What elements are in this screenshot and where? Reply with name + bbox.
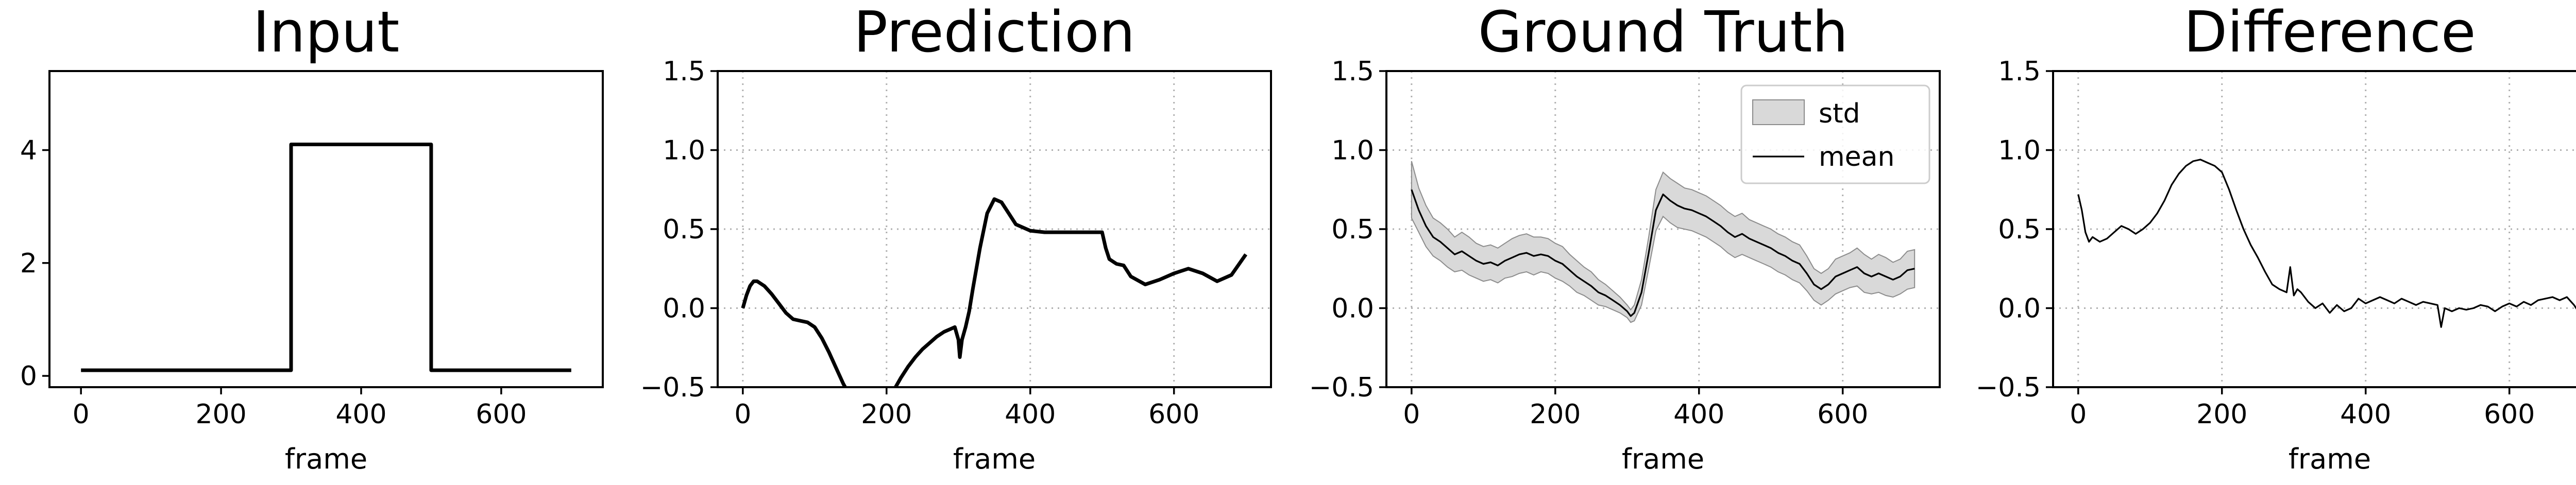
mean-line	[1411, 189, 1915, 317]
x-tick-label: 600	[476, 399, 527, 430]
panel-title: Ground Truth	[1478, 0, 1848, 65]
legend-label-std: std	[1819, 98, 1860, 129]
x-tick-label: 400	[1005, 399, 1056, 430]
series-line	[81, 143, 571, 372]
panel-ground-truth: Ground Truth frame 0 200 400 600 −0.5 0.0 0.5 1…	[1309, 0, 1941, 475]
panel-difference: Difference frame 0 200 400 600 −0.5 0.0 0.5 1.0…	[1976, 0, 2576, 475]
x-axis-label: frame	[2289, 443, 2371, 475]
x-tick-label: 0	[2070, 399, 2087, 430]
y-tick-label: −0.5	[1976, 372, 2041, 403]
y-tick-label: 1.0	[1331, 135, 1374, 166]
y-tick-label: 2	[20, 248, 37, 279]
y-tick-label: 1.5	[663, 56, 705, 87]
series-line	[741, 197, 1248, 387]
x-tick-label: 200	[861, 399, 912, 430]
x-tick-label: 400	[1673, 399, 1724, 430]
panel-title: Difference	[2183, 0, 2476, 65]
y-tick-label: 0.0	[663, 293, 705, 324]
plot-area	[741, 197, 1248, 387]
x-tick-label: 200	[2196, 399, 2247, 430]
y-tick-label: −0.5	[640, 372, 705, 403]
y-tick-label: 0.5	[1331, 214, 1374, 245]
x-axis-label: frame	[953, 443, 1036, 475]
panel-title: Input	[253, 0, 400, 65]
plot-area	[1411, 161, 1916, 323]
plot-area	[2077, 159, 2576, 328]
y-tick-label: 0.0	[1998, 293, 2041, 324]
y-tick-label: 0.0	[1331, 293, 1374, 324]
legend-swatch-std	[1752, 99, 1805, 125]
x-axis-label: frame	[1622, 443, 1704, 475]
x-tick-label: 600	[2484, 399, 2535, 430]
y-tick-label: −0.5	[1309, 372, 1374, 403]
x-tick-label: 600	[1148, 399, 1199, 430]
y-tick-label: 1.0	[663, 135, 705, 166]
axes-frame	[48, 70, 604, 388]
x-tick-label: 600	[1817, 399, 1868, 430]
y-tick-label: 1.5	[1331, 56, 1374, 87]
panel-title: Prediction	[854, 0, 1135, 65]
x-tick-label: 0	[734, 399, 751, 430]
y-tick-label: 0.5	[663, 214, 705, 245]
panel-prediction: Prediction frame 0 200 400 600 −0.5 0.0 0.5 1.0…	[640, 0, 1272, 475]
std-band	[1411, 161, 1916, 323]
y-tick-label: 1.0	[1998, 135, 2041, 166]
x-tick-label: 200	[1530, 399, 1581, 430]
y-tick-label: 1.5	[1998, 56, 2041, 87]
y-tick-label: 0	[20, 361, 37, 392]
y-tick-label: 4	[20, 135, 37, 166]
legend-label-mean: mean	[1819, 142, 1894, 172]
panel-input: Input frame 0 200 400 600 0 2 4	[20, 0, 604, 475]
x-axis-label: frame	[285, 443, 367, 475]
x-tick-label: 0	[73, 399, 90, 430]
plot-area	[81, 143, 571, 372]
x-tick-label: 0	[1403, 399, 1420, 430]
series-line	[2077, 159, 2576, 328]
x-tick-label: 400	[335, 399, 386, 430]
x-tick-label: 200	[195, 399, 246, 430]
x-tick-label: 400	[2340, 399, 2391, 430]
y-tick-label: 0.5	[1998, 214, 2041, 245]
